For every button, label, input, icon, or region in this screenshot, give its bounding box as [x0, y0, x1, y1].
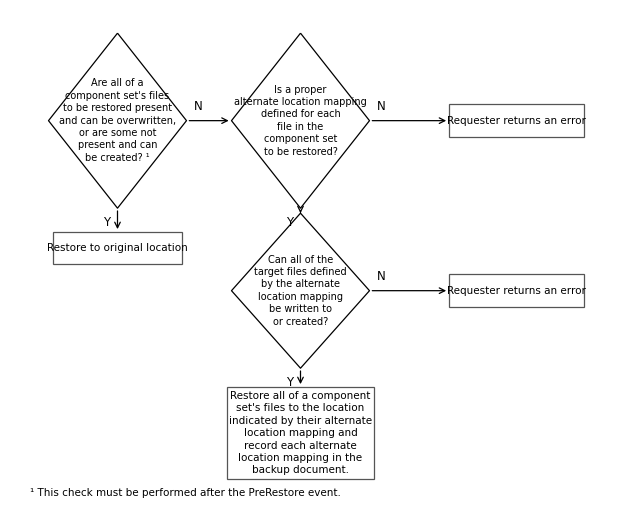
Text: Restore all of a component
set's files to the location
indicated by their altern: Restore all of a component set's files t…	[229, 391, 372, 476]
Text: Requester returns an error: Requester returns an error	[447, 115, 586, 126]
Text: N: N	[377, 100, 386, 113]
Text: Are all of a
component set's files
to be restored present
and can be overwritten: Are all of a component set's files to be…	[59, 78, 176, 163]
Bar	[449, 275, 584, 307]
Text: Y: Y	[103, 215, 110, 229]
Text: Can all of the
target files defined
by the alternate
location mapping
be written: Can all of the target files defined by t…	[254, 255, 347, 327]
Text: N: N	[194, 100, 202, 113]
Bar	[53, 232, 182, 264]
Text: ¹ This check must be performed after the PreRestore event.: ¹ This check must be performed after the…	[31, 488, 341, 498]
Text: N: N	[377, 270, 386, 283]
Bar	[449, 104, 584, 137]
Text: Y: Y	[286, 376, 293, 389]
Text: Is a proper
alternate location mapping
defined for each
file in the
component se: Is a proper alternate location mapping d…	[234, 85, 367, 156]
Text: Y: Y	[286, 215, 293, 229]
Text: Restore to original location: Restore to original location	[47, 243, 188, 253]
Text: Requester returns an error: Requester returns an error	[447, 286, 586, 296]
Bar	[227, 387, 374, 479]
